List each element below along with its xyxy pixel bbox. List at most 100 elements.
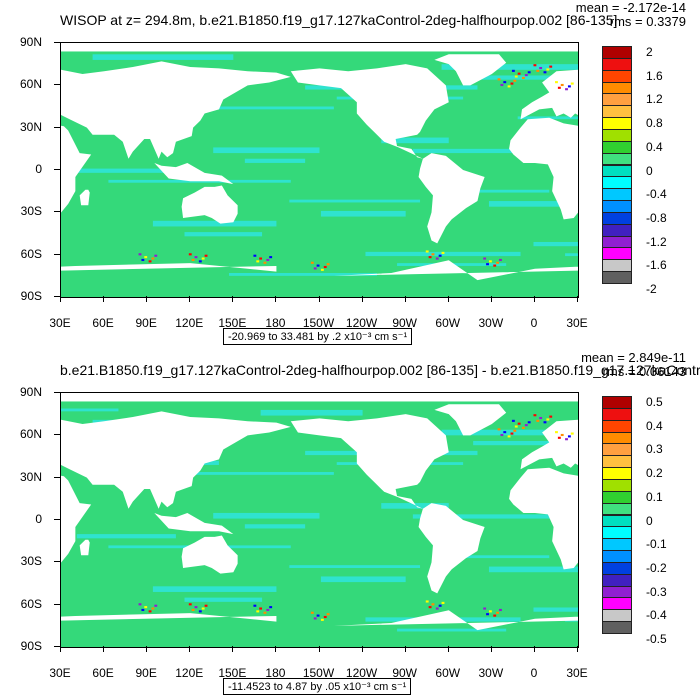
colorbar-label: -0.8: [646, 210, 667, 225]
colorbar-swatch: [602, 621, 632, 634]
lat-tick: [54, 126, 60, 128]
lat-tick: [54, 169, 60, 170]
lat-tick-label: 60S: [20, 246, 42, 261]
lon-tick-label: 60W: [435, 316, 461, 330]
lon-tick: [146, 296, 148, 302]
lon-tick: [533, 296, 535, 302]
lon-tick-label: 120E: [175, 316, 204, 330]
lon-tick-label: 180: [265, 666, 286, 680]
colorbar-label: -1.2: [646, 234, 667, 249]
lat-tick-label: 90S: [20, 639, 42, 653]
lon-tick: [577, 296, 578, 302]
lon-tick-label: 0: [530, 316, 538, 330]
map-svg: [61, 43, 578, 297]
lon-tick: [275, 646, 277, 652]
lon-tick: [232, 646, 234, 652]
colorbar-label: 0.8: [646, 116, 663, 131]
colorbar-label: -0.2: [646, 560, 667, 575]
colorbar-label: -1.6: [646, 258, 667, 273]
lat-tick-label: 90N: [19, 35, 42, 49]
rms-stat: rms = 0.3379: [609, 14, 686, 29]
lon-tick-label: 180: [265, 316, 286, 330]
lat-tick: [54, 42, 60, 43]
lon-tick: [447, 646, 449, 652]
colorbar-label: 0: [646, 513, 653, 528]
colorbar-label: -0.4: [646, 187, 667, 202]
colorbar-label: -0.4: [646, 608, 667, 623]
colorbar-label: -0.3: [646, 584, 667, 599]
lon-tick: [318, 646, 320, 652]
lon-tick-label: 30E: [566, 666, 588, 680]
colorbar-label: 0.3: [646, 442, 663, 457]
colorbar-label: -0.5: [646, 632, 667, 646]
lon-tick-label: 90W: [392, 666, 417, 680]
lon-tick-label: 120E: [175, 666, 204, 680]
lon-tick-label: 0: [530, 666, 538, 680]
lon-tick-label: 60W: [435, 666, 461, 680]
lon-tick-label: 90E: [135, 666, 157, 680]
lon-tick-label: 60E: [92, 666, 114, 680]
lat-tick-label: 60N: [19, 77, 42, 92]
lon-tick-label: 30E: [49, 316, 71, 330]
lon-tick: [361, 296, 363, 302]
colorbar-label: 1.2: [646, 92, 663, 107]
lat-tick: [54, 561, 60, 563]
colorbar-label: 2: [646, 45, 653, 59]
lon-tick-label: 150E: [218, 666, 247, 680]
panel-bottom: b.e21.B1850.f19_g17.127kaControl-2deg-ha…: [0, 350, 700, 700]
lon-tick: [490, 296, 492, 302]
lat-tick: [54, 476, 60, 478]
lon-tick-label: 120W: [345, 666, 378, 680]
colorbar-label: -0.1: [646, 537, 667, 552]
range-label: -20.969 to 33.481 by .2 x10⁻³ cm s⁻¹: [223, 328, 413, 345]
rms-stat: rms = 0.06143: [602, 364, 686, 379]
lat-tick: [54, 646, 60, 647]
lon-tick: [146, 646, 148, 652]
colorbar-label: -2: [646, 282, 657, 296]
lat-tick-label: 30S: [20, 554, 42, 569]
lon-tick-label: 150W: [302, 666, 335, 680]
lat-tick-label: 90N: [19, 385, 42, 399]
panel-title: WISOP at z= 294.8m, b.e21.B1850.f19_g17.…: [60, 12, 618, 28]
panel-top: WISOP at z= 294.8m, b.e21.B1850.f19_g17.…: [19, 0, 686, 345]
lon-tick: [577, 646, 578, 652]
lon-tick-label: 90E: [135, 316, 157, 330]
range-label: -11.4523 to 4.87 by .05 x10⁻³ cm s⁻¹: [223, 678, 412, 695]
lon-tick: [232, 296, 234, 302]
lon-tick-label: 30E: [566, 316, 588, 330]
lat-tick-label: 30N: [19, 119, 42, 134]
colorbar-swatch: [602, 271, 632, 284]
colorbar-label: 0.4: [646, 139, 663, 154]
lat-tick-label: 0: [35, 162, 42, 176]
lon-tick: [103, 646, 105, 652]
lat-tick-label: 0: [35, 512, 42, 526]
mean-stat: mean = 2.849e-11: [581, 350, 686, 365]
lon-tick: [361, 646, 363, 652]
lat-tick: [54, 519, 60, 520]
colorbar-label: 0.1: [646, 489, 663, 504]
lon-tick: [447, 296, 449, 302]
lat-tick: [54, 253, 60, 255]
lon-tick-label: 30W: [478, 666, 504, 680]
lon-tick: [189, 646, 191, 652]
lat-tick-label: 90S: [20, 289, 42, 303]
lon-tick-label: 150W: [302, 316, 335, 330]
lon-tick: [60, 646, 61, 652]
colorbar-label: 0.5: [646, 395, 663, 409]
lon-tick: [275, 296, 277, 302]
colorbar-label: 0: [646, 163, 653, 178]
lat-tick: [54, 434, 60, 436]
panel-title: b.e21.B1850.f19_g17.127kaControl-2deg-ha…: [60, 362, 700, 378]
map-plot: [60, 42, 579, 298]
lon-tick: [318, 296, 320, 302]
lat-tick-label: 60S: [20, 596, 42, 611]
colorbar-label: 0.4: [646, 418, 663, 433]
map-plot: [60, 392, 579, 648]
lat-tick: [54, 211, 60, 213]
lat-tick: [54, 296, 60, 297]
lat-tick: [54, 392, 60, 393]
lon-tick: [189, 296, 191, 302]
lon-tick: [533, 646, 535, 652]
lat-tick: [54, 84, 60, 86]
map-svg: [61, 393, 578, 647]
